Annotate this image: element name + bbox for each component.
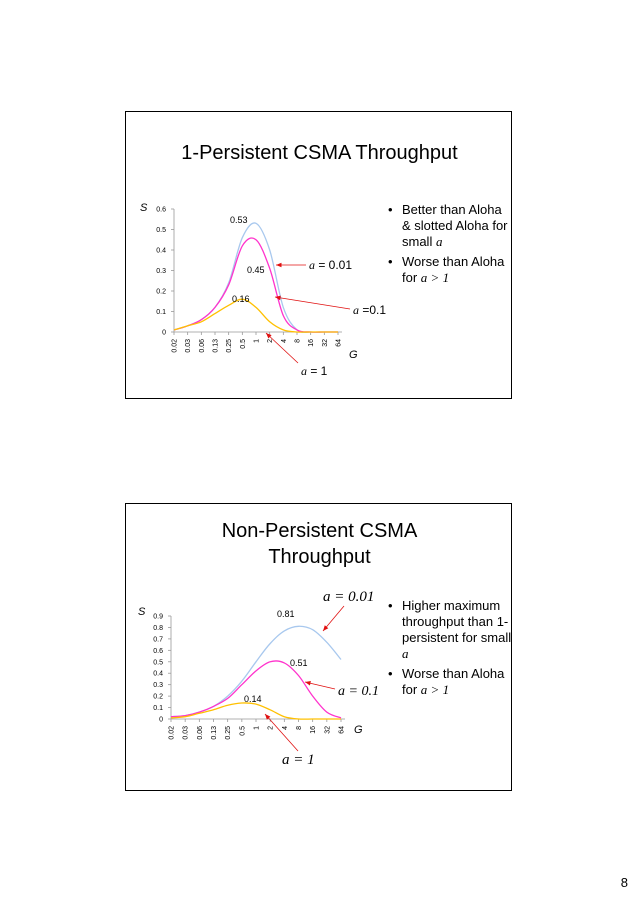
annotation-arrowhead: [265, 714, 271, 720]
data-label: 0.81: [277, 609, 295, 619]
x-tick-label: 32: [324, 726, 331, 734]
page-number: 8: [620, 875, 628, 890]
x-tick-label: 0.25: [225, 726, 232, 740]
y-tick-label: 0.9: [153, 614, 163, 621]
x-tick-label: 0.25: [226, 339, 233, 353]
annotation-value: =0.1: [359, 303, 386, 317]
x-tick-label: 8: [296, 726, 303, 730]
y-tick-label: 0.1: [156, 309, 166, 316]
x-tick-label: 32: [322, 339, 329, 347]
annotation-value: = 0.01: [315, 258, 352, 272]
chart-2: 0 0.1 0.2 0.3 0.4 0.5 0.6 0.7 0.8 0.9 0.02 0.03 0.06…: [138, 589, 379, 768]
annotation-math: a: [309, 258, 315, 272]
y-tick-label: 0.6: [156, 207, 166, 214]
x-tick-label: 0.02: [169, 726, 176, 740]
y-axis-title: S: [140, 202, 148, 214]
y-axis-title: S: [138, 606, 146, 618]
y-tick-label: 0.5: [153, 659, 163, 666]
annotation-value: = 1: [307, 364, 328, 378]
x-tick-label: 0.06: [199, 339, 206, 353]
annotation-arrow: [274, 296, 351, 310]
annotation-arrow: [264, 713, 299, 752]
series-annotation: a = 0.1: [338, 684, 379, 699]
x-tick-label: 8: [295, 339, 302, 343]
slide-1-title: 1-Persistent CSMA Throughput: [181, 142, 458, 164]
x-tick-label: 1: [254, 339, 261, 343]
bullet-item: Higher maximum throughput than 1-persist…: [388, 598, 513, 662]
annotation-arrowhead: [323, 625, 329, 631]
series-line-3: [173, 298, 338, 333]
slide-1: 1-Persistent CSMA Throughput 0 0.1 0.2 0.3 0…: [125, 111, 512, 399]
x-tick-label: 16: [310, 726, 317, 734]
bullet-item: Better than Aloha & slotted Aloha for sm…: [388, 202, 513, 250]
series-annotation: a = 0.01: [309, 258, 352, 272]
x-axis-title: G: [349, 349, 358, 361]
data-label: 0.14: [244, 694, 262, 704]
slide-2-bullets: Higher maximum throughput than 1-persist…: [388, 598, 513, 702]
series-annotation: a =0.1: [353, 303, 386, 317]
x-tick-label: 1: [254, 726, 261, 730]
y-tick-label: 0.4: [156, 248, 166, 255]
bullet-item: Worse than Aloha for a > 1: [388, 666, 513, 698]
y-tick-label: 0.1: [153, 705, 163, 712]
x-tick-label: 2: [267, 339, 274, 343]
y-tick-label: 0.3: [156, 268, 166, 275]
y-tick-label: 0.6: [153, 648, 163, 655]
series-line-2: [170, 660, 342, 719]
y-tick-label: 0: [159, 717, 163, 724]
x-tick-label: 64: [336, 339, 343, 347]
data-label: 0.51: [290, 658, 308, 668]
annotation-arrowhead: [305, 681, 311, 686]
y-tick-label: 0.7: [153, 636, 163, 643]
x-tick-label: 0.13: [213, 339, 220, 353]
x-tick-label: 0.5: [239, 726, 246, 736]
annotation-math: a: [353, 303, 359, 317]
slide-2-title: Non-Persistent CSMA Throughput: [126, 518, 513, 570]
x-tick-label: 4: [282, 726, 289, 730]
data-label: 0.45: [247, 265, 265, 275]
y-tick-label: 0.8: [153, 625, 163, 632]
y-tick-label: 0.3: [153, 682, 163, 689]
x-tick-label: 0.06: [197, 726, 204, 740]
slide-1-bullets: Better than Aloha & slotted Aloha for sm…: [388, 202, 513, 290]
chart-1: 0 0.1 0.2 0.3 0.4 0.5 0.6 0.02 0.03 0.06 0.13 0.25 0…: [140, 202, 386, 378]
x-tick-label: 16: [308, 339, 315, 347]
x-tick-label: 0.02: [172, 339, 179, 353]
series-line-2: [173, 237, 338, 333]
annotation-arrowhead: [275, 295, 281, 301]
data-label: 0.16: [232, 294, 250, 304]
x-tick-label: 0.03: [185, 339, 192, 353]
annotation-arrow: [265, 332, 299, 364]
y-tick-label: 0.5: [156, 227, 166, 234]
x-tick-label: 2: [268, 726, 275, 730]
series-annotation: a = 1: [301, 364, 328, 378]
x-axis-title: G: [354, 724, 363, 736]
y-tick-label: 0.2: [156, 289, 166, 296]
annotation-math: a: [301, 364, 307, 378]
x-tick-label: 64: [339, 726, 346, 734]
x-tick-label: 0.13: [211, 726, 218, 740]
y-tick-label: 0: [162, 330, 166, 337]
series-annotation: a = 1: [282, 752, 315, 768]
series-line-3: [170, 702, 341, 720]
y-tick-label: 0.2: [153, 694, 163, 701]
slide-2-title-line1: Non-Persistent CSMA: [221, 520, 418, 542]
annotation-arrowhead: [276, 262, 282, 268]
bullet-item: Worse than Aloha for a > 1: [388, 254, 513, 286]
x-tick-label: 4: [281, 339, 288, 343]
x-tick-label: 0.03: [183, 726, 190, 740]
x-tick-label: 0.5: [240, 339, 247, 349]
series-annotation: a = 0.01: [323, 589, 374, 605]
data-label: 0.53: [230, 215, 248, 225]
annotation-arrowhead: [266, 333, 272, 339]
y-tick-label: 0.4: [153, 671, 163, 678]
slide-2-title-line2: Throughput: [268, 546, 371, 568]
slide-2: Non-Persistent CSMA Throughput 0 0.1 0.2 0.…: [125, 503, 512, 791]
